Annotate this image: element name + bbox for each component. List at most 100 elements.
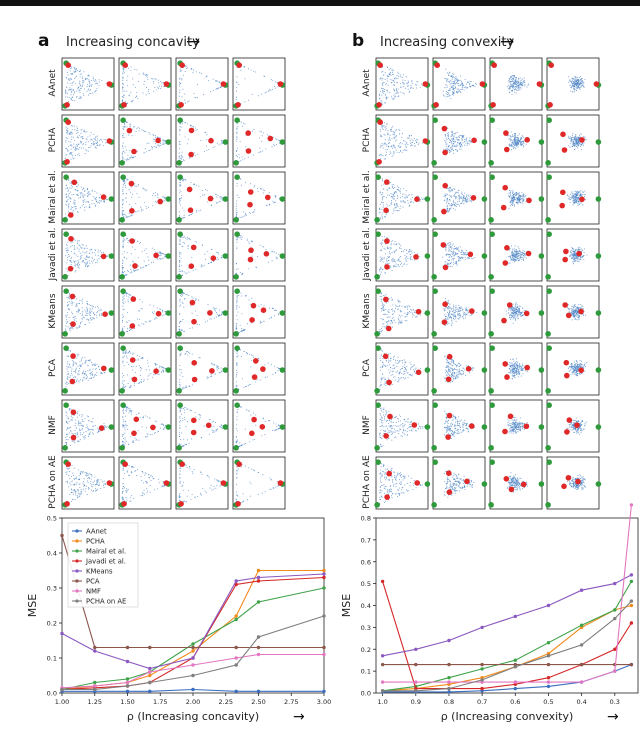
legend-marker — [75, 539, 79, 543]
predicted-archetype — [579, 137, 585, 143]
x-axis-label: ρ (Increasing concavity) — [127, 710, 259, 723]
predicted-archetype — [563, 248, 569, 255]
scatter-cell — [374, 342, 431, 396]
predicted-archetype — [502, 361, 509, 367]
predicted-archetype — [251, 374, 258, 380]
predicted-archetype — [70, 353, 76, 359]
y-tick-label: 0.5 — [361, 580, 371, 588]
scatter-cell — [374, 114, 431, 168]
top-rule — [0, 0, 640, 6]
scatter-cell — [61, 57, 115, 111]
true-archetype — [63, 174, 69, 180]
true-archetype — [481, 253, 488, 259]
true-archetype — [119, 217, 125, 223]
x-tick-label: 2.00 — [186, 698, 200, 706]
true-archetype — [481, 139, 488, 145]
predicted-archetype — [561, 483, 567, 490]
true-archetype — [176, 274, 182, 280]
predicted-archetype — [384, 238, 390, 244]
true-archetype — [431, 160, 437, 166]
row-label-b-nmf: NMF — [362, 415, 372, 435]
true-archetype — [538, 310, 545, 316]
true-archetype — [176, 217, 182, 223]
data-point — [322, 586, 326, 590]
predicted-archetype — [132, 263, 138, 269]
data-point — [546, 684, 551, 689]
scatter-cell — [545, 399, 602, 453]
predicted-archetype — [155, 137, 161, 144]
true-archetype — [165, 253, 172, 259]
predicted-archetype — [253, 358, 259, 364]
scatter-points — [443, 127, 474, 154]
data-point — [256, 575, 261, 580]
true-archetype — [120, 288, 126, 295]
scatter-points — [567, 190, 586, 206]
predicted-archetype — [122, 461, 128, 468]
legend-marker — [75, 559, 79, 563]
predicted-archetype — [188, 263, 195, 270]
data-point — [322, 689, 326, 693]
data-point — [148, 680, 152, 685]
true-archetype — [222, 196, 229, 202]
predicted-archetype — [70, 409, 77, 416]
data-point — [513, 665, 517, 669]
predicted-archetype — [525, 250, 532, 257]
scatter-cell — [488, 114, 545, 168]
true-archetype — [375, 288, 381, 295]
series-line — [62, 688, 324, 692]
scatter-cell — [488, 399, 545, 453]
true-archetype — [595, 424, 602, 430]
data-point — [447, 686, 451, 691]
data-point — [191, 663, 195, 667]
y-tick-label: 0.0 — [47, 690, 57, 698]
predicted-archetype — [503, 476, 510, 482]
true-archetype — [538, 481, 545, 487]
data-point — [234, 579, 238, 583]
scatter-cell — [175, 228, 229, 282]
predicted-archetype — [504, 146, 510, 153]
true-archetype — [119, 160, 125, 166]
data-point — [256, 689, 261, 693]
true-archetype — [546, 402, 552, 409]
true-archetype — [374, 388, 380, 394]
scatter-cell — [61, 228, 115, 282]
predicted-archetype — [548, 62, 554, 68]
true-archetype — [108, 424, 115, 430]
y-tick-label: 0.3 — [47, 585, 57, 593]
predicted-archetype — [277, 81, 284, 87]
true-archetype — [432, 345, 438, 352]
data-point — [480, 662, 484, 667]
data-point — [414, 662, 418, 667]
true-archetype — [177, 231, 183, 237]
data-point — [480, 686, 484, 691]
predicted-archetype — [190, 429, 197, 436]
predicted-archetype — [564, 429, 570, 435]
true-archetype — [481, 196, 488, 202]
data-point — [579, 588, 584, 592]
predicted-archetype — [415, 369, 422, 376]
data-point — [93, 687, 97, 692]
true-archetype — [488, 331, 494, 337]
true-archetype — [489, 345, 495, 352]
predicted-archetype — [191, 318, 197, 325]
data-point — [579, 680, 584, 684]
data-point — [234, 656, 238, 660]
true-archetype — [538, 253, 545, 259]
legend-entry: AAnet — [86, 528, 107, 536]
true-archetype — [234, 402, 240, 409]
predicted-archetype — [179, 62, 185, 68]
predicted-archetype — [377, 119, 384, 125]
true-archetype — [177, 288, 183, 295]
panel-b-arrow: → — [500, 32, 514, 52]
y-tick-label: 0.4 — [361, 602, 371, 610]
predicted-archetype — [178, 501, 184, 507]
data-point — [191, 687, 195, 692]
predicted-archetype — [163, 81, 170, 87]
scatter-points — [442, 241, 476, 269]
y-tick-label: 0.5 — [47, 515, 57, 523]
true-archetype — [432, 117, 438, 123]
true-archetype — [545, 217, 551, 223]
x-axis-label: ρ (Increasing convexity) — [441, 710, 574, 723]
true-archetype — [119, 331, 125, 337]
predicted-archetype — [101, 365, 107, 372]
